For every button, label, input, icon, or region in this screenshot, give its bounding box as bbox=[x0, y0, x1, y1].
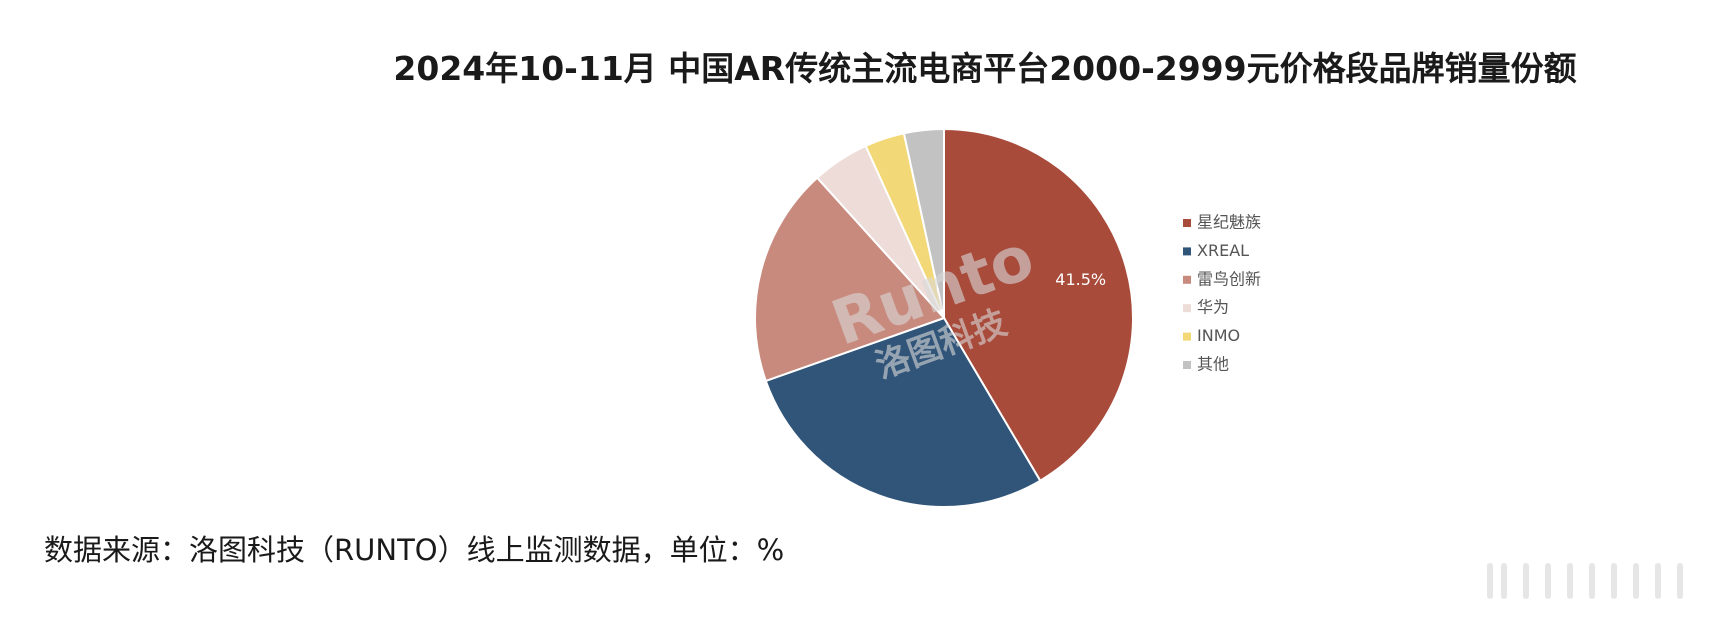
legend-label: 其他 bbox=[1197, 355, 1229, 374]
legend-swatch bbox=[1183, 304, 1191, 313]
legend-swatch bbox=[1183, 361, 1191, 369]
legend-swatch bbox=[1183, 275, 1191, 284]
pie-slice bbox=[764, 316, 1042, 508]
legend-label: 雷鸟创新 bbox=[1197, 269, 1261, 288]
corner-logo bbox=[1487, 563, 1683, 599]
legend-label: 星纪魅族 bbox=[1197, 213, 1261, 232]
legend-label: INMO bbox=[1197, 326, 1240, 345]
legend-swatch bbox=[1183, 247, 1191, 256]
legend-swatch bbox=[1183, 219, 1191, 227]
pie-slice bbox=[754, 176, 946, 383]
source-note: 数据来源：洛图科技（RUNTO）线上监测数据，单位：% bbox=[44, 533, 784, 567]
legend-label: 华为 bbox=[1197, 298, 1229, 317]
chart-title: 2024年10-11月 中国AR传统主流电商平台2000-2999元价格段品牌销… bbox=[393, 49, 1576, 88]
legend-swatch bbox=[1183, 332, 1191, 341]
pie-slice bbox=[943, 127, 1134, 483]
data-label: 41.5% bbox=[1055, 270, 1106, 289]
pie-slice bbox=[902, 127, 945, 319]
legend-label: XREAL bbox=[1197, 241, 1249, 260]
